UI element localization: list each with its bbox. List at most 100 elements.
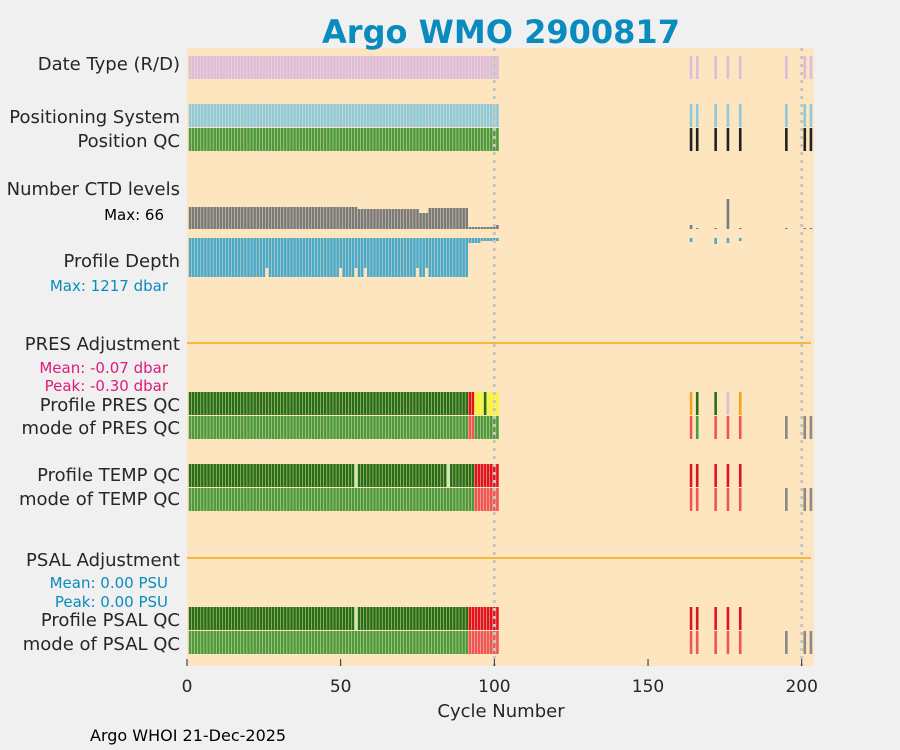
positioning-bar — [391, 104, 395, 127]
position-qc-bar — [293, 128, 296, 151]
temp-profile-qc-bar — [357, 464, 361, 487]
profile-depth-bar — [259, 238, 263, 277]
position-qc-bar — [259, 128, 263, 151]
temp-profile-qc-bar — [345, 464, 349, 487]
positioning-bar — [456, 104, 459, 127]
date-type-bar — [474, 56, 478, 79]
position-qc-bar — [437, 128, 441, 151]
psal-profile-qc-bar — [287, 607, 290, 630]
positioning-bar — [468, 104, 472, 127]
pres-profile-qc-bar — [397, 392, 401, 415]
pres-mode-qc-bar — [250, 416, 253, 439]
temp-profile-qc-bar — [247, 464, 250, 487]
position-qc-bar — [422, 128, 425, 151]
label-ctd-levels: Number CTD levels — [7, 179, 180, 200]
pres-profile-qc-bar — [422, 392, 425, 415]
ctd-levels-bar — [785, 228, 788, 229]
psal-profile-qc-bar — [247, 607, 250, 630]
psal-profile-qc-bar — [330, 607, 333, 630]
ctd-levels-bar — [416, 209, 419, 229]
profile-depth-bar — [345, 238, 349, 277]
psal-mode-qc-bar — [416, 631, 419, 654]
temp-profile-qc-bar — [311, 464, 315, 487]
psal-mode-qc-bar — [367, 631, 370, 654]
date-type-bar — [450, 56, 453, 79]
positioning-bar — [284, 104, 287, 127]
profile-depth-bar — [425, 238, 429, 268]
position-qc-bar — [400, 128, 404, 151]
position-qc-bar — [250, 128, 253, 151]
temp-profile-qc-bar — [425, 464, 429, 487]
temp-profile-qc-bar — [234, 464, 238, 487]
pres-mode-qc-bar — [422, 416, 425, 439]
profile-depth-bar — [453, 238, 456, 277]
position-qc-bar — [247, 128, 250, 151]
positioning-bar — [271, 104, 275, 127]
profile-depth-bar — [373, 238, 376, 277]
positioning-bar — [403, 104, 407, 127]
position-qc-bar — [397, 128, 401, 151]
date-type-bar — [330, 56, 333, 79]
profile-depth-bar — [333, 238, 336, 277]
temp-profile-qc-bar — [496, 464, 499, 487]
pres-mode-qc-bar — [785, 416, 788, 439]
ctd-levels-bar — [382, 209, 386, 229]
pres-profile-qc-bar — [367, 392, 370, 415]
psal-mode-qc-bar — [302, 631, 306, 654]
psal-mode-qc-bar — [262, 631, 266, 654]
psal-mode-qc-bar — [210, 631, 213, 654]
position-qc-bar — [483, 128, 487, 151]
position-qc-bar — [216, 128, 220, 151]
position-qc-bar — [468, 128, 472, 151]
psal-profile-qc-bar — [376, 607, 379, 630]
psal-mode-qc-bar — [311, 631, 315, 654]
pres-mode-qc-bar — [271, 416, 275, 439]
temp-profile-qc-bar — [277, 464, 281, 487]
psal-profile-qc-bar — [428, 607, 432, 630]
label-psal-adjustment: PSAL Adjustment — [26, 550, 180, 571]
pres-profile-qc-bar — [354, 392, 358, 415]
profile-depth-bar — [327, 238, 330, 277]
position-qc-bar — [379, 128, 382, 151]
temp-mode-qc-bar — [247, 488, 250, 511]
position-qc-bar — [486, 128, 490, 151]
pres-mode-qc-bar — [367, 416, 370, 439]
pres-profile-qc-bar — [456, 392, 459, 415]
ctd-levels-bar — [330, 207, 333, 229]
pres-profile-qc-bar — [443, 392, 447, 415]
positioning-bar — [443, 104, 447, 127]
temp-profile-qc-bar — [477, 464, 481, 487]
temp-profile-qc-bar — [287, 464, 290, 487]
temp-profile-qc-bar — [486, 464, 490, 487]
psal-profile-qc-bar — [191, 607, 195, 630]
ctd-levels-bar — [207, 207, 210, 229]
ctd-levels-bar — [339, 207, 342, 229]
psal-profile-qc-bar — [228, 607, 232, 630]
pres-profile-qc-bar — [471, 392, 475, 415]
pres-mode-qc-bar — [244, 416, 247, 439]
temp-mode-qc-bar — [453, 488, 456, 511]
ctd-levels-bar — [296, 207, 299, 229]
ctd-levels-bar — [809, 228, 813, 229]
position-qc-bar — [689, 128, 693, 151]
positioning-bar — [293, 104, 296, 127]
psal-profile-qc-bar — [262, 607, 266, 630]
positioning-bar — [253, 104, 256, 127]
ctd-levels-bar — [256, 207, 259, 229]
pres-mode-qc-bar — [385, 416, 389, 439]
ctd-levels-bar — [311, 207, 315, 229]
profile-depth-bar — [287, 238, 290, 277]
profile-depth-bar — [305, 238, 309, 277]
temp-profile-qc-bar — [207, 464, 210, 487]
psal-mode-qc-bar — [425, 631, 429, 654]
date-type-bar — [367, 56, 370, 79]
temp-mode-qc-bar — [253, 488, 256, 511]
date-type-bar — [416, 56, 419, 79]
pres-mode-qc-bar — [204, 416, 207, 439]
ctd-levels-bar — [216, 207, 220, 229]
chart-marks — [187, 48, 813, 666]
temp-mode-qc-bar — [219, 488, 223, 511]
pres-mode-qc-bar — [493, 416, 496, 439]
position-qc-bar — [403, 128, 407, 151]
pres-mode-qc-bar — [376, 416, 379, 439]
